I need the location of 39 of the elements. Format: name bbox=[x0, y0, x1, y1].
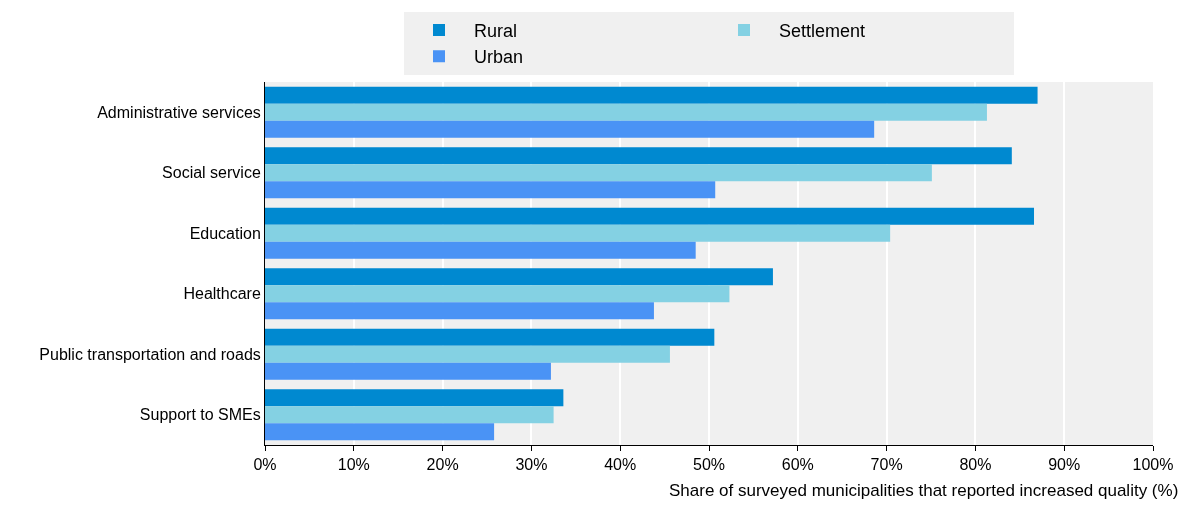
bar bbox=[265, 268, 773, 286]
x-axis-title: Share of surveyed municipalities that reported increased quality (%) bbox=[669, 481, 1179, 500]
bar bbox=[265, 120, 875, 138]
y-tick-label: Social service bbox=[162, 164, 261, 182]
x-tick-label: 70% bbox=[870, 456, 903, 474]
y-tick-label: Support to SMEs bbox=[139, 406, 261, 424]
bar bbox=[265, 362, 551, 380]
x-tick-label: 100% bbox=[1132, 456, 1174, 474]
bar bbox=[265, 207, 1035, 225]
x-tick-label: 30% bbox=[515, 456, 548, 474]
bar bbox=[265, 389, 564, 407]
x-tick-label: 0% bbox=[253, 456, 277, 474]
bar bbox=[265, 345, 670, 363]
bar bbox=[265, 181, 716, 199]
y-tick-label: Administrative services bbox=[97, 103, 261, 121]
x-tick-label: 40% bbox=[604, 456, 637, 474]
bar bbox=[265, 224, 891, 242]
x-tick-label: 50% bbox=[692, 456, 726, 474]
bar bbox=[265, 423, 495, 441]
x-tick-label: 20% bbox=[426, 456, 459, 474]
bar bbox=[265, 103, 987, 121]
x-tick-label: 80% bbox=[959, 456, 992, 474]
bar bbox=[265, 328, 715, 346]
x-tick-label: 60% bbox=[781, 456, 814, 474]
y-tick-label: Healthcare bbox=[183, 285, 261, 303]
legend-label: Urban bbox=[474, 47, 524, 68]
bar bbox=[265, 86, 1038, 104]
bar bbox=[265, 302, 654, 320]
bar bbox=[265, 285, 730, 303]
bar bbox=[265, 147, 1012, 165]
x-tick-label: 90% bbox=[1048, 456, 1081, 474]
y-tick-label: Education bbox=[189, 224, 261, 242]
legend-label: Rural bbox=[474, 20, 518, 41]
x-tick-label: 10% bbox=[337, 456, 370, 474]
y-tick-label: Public transportation and roads bbox=[39, 345, 261, 363]
bar bbox=[265, 241, 696, 259]
bar bbox=[265, 164, 932, 182]
bar bbox=[265, 406, 554, 424]
legend-label: Settlement bbox=[779, 20, 866, 41]
